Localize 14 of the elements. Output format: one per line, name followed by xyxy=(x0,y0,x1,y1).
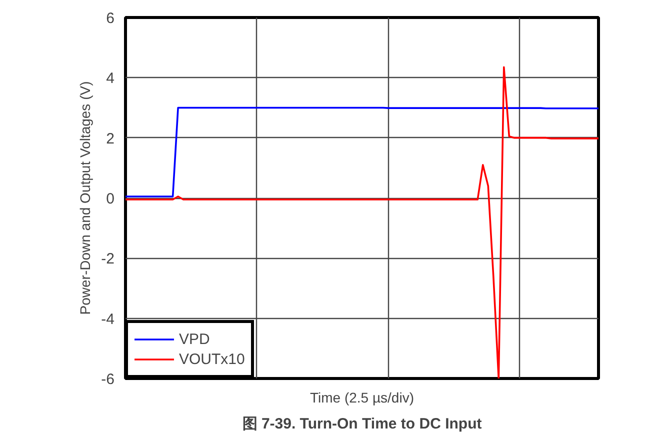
legend-label: VPD xyxy=(179,330,210,348)
y-tick-label: 2 xyxy=(106,130,114,148)
y-tick-label: -6 xyxy=(101,371,115,388)
text: 图 7-39. Turn-On Time to DC Input xyxy=(242,416,482,432)
x-axis-title: Time (2.5 µs/div) xyxy=(310,390,414,406)
line-series xyxy=(126,66,598,378)
line-series xyxy=(126,106,598,198)
y-tick-label: -4 xyxy=(101,310,115,328)
y-tick-label: 0 xyxy=(106,190,114,208)
y-tick-label: -2 xyxy=(101,250,115,268)
y-axis-title: Power-Down and Output Voltages (V) xyxy=(77,81,94,315)
y-tick-label: 4 xyxy=(106,70,114,88)
y-tick-label: 6 xyxy=(106,10,114,27)
legend-label: VOUTx10 xyxy=(179,350,245,368)
